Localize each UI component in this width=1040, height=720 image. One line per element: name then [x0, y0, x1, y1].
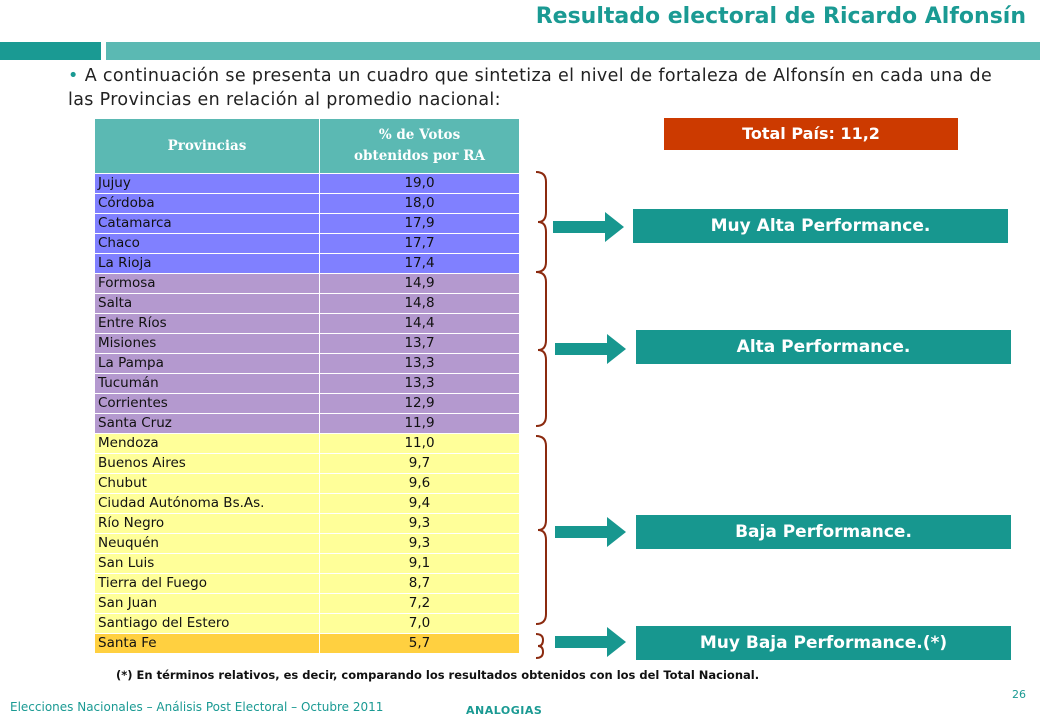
vote-percentage: 14,9: [319, 273, 520, 294]
arrow-alta: [555, 334, 626, 364]
total-country-badge: Total País: 11,2: [664, 118, 958, 150]
table-row: Santa Fe 5,7: [94, 633, 520, 654]
table-row: Catamarca 17,9: [94, 213, 520, 234]
table-row: Neuquén 9,3: [94, 533, 520, 554]
page-title: Resultado electoral de Ricardo Alfonsín: [535, 4, 1026, 29]
intro-text: A continuación se presenta un cuadro que…: [68, 66, 993, 110]
vote-percentage: 8,7: [319, 573, 520, 594]
vote-percentage: 7,0: [319, 613, 520, 634]
brace-alta: [535, 271, 547, 427]
vote-percentage: 14,8: [319, 293, 520, 314]
arrow-muy-baja: [555, 627, 626, 657]
vote-percentage: 17,7: [319, 233, 520, 254]
vote-percentage: 5,7: [319, 633, 520, 654]
province-name: Buenos Aires: [94, 453, 320, 474]
provinces-table: Provincias % de Votos obtenidos por RA Ju…: [94, 118, 520, 654]
vote-percentage: 18,0: [319, 193, 520, 214]
table-row: Salta 14,8: [94, 293, 520, 314]
label-muy-baja-performance: Muy Baja Performance.(*): [636, 626, 1011, 660]
column-header-votes-line2: obtenidos por RA: [354, 148, 485, 164]
province-name: Misiones: [94, 333, 320, 354]
vote-percentage: 9,7: [319, 453, 520, 474]
table-row: Entre Ríos 14,4: [94, 313, 520, 334]
province-name: Santa Cruz: [94, 413, 320, 434]
province-name: San Juan: [94, 593, 320, 614]
vote-percentage: 19,0: [319, 173, 520, 194]
province-name: Tierra del Fuego: [94, 573, 320, 594]
footer-text: Elecciones Nacionales – Análisis Post El…: [10, 700, 384, 714]
province-name: Jujuy: [94, 173, 320, 194]
label-alta-performance: Alta Performance.: [636, 330, 1011, 364]
table-row: Santa Cruz 11,9: [94, 413, 520, 434]
header-bar-right: [106, 42, 1040, 60]
footer-brand-logo: ANALOGIAS: [466, 704, 543, 717]
table-row: Tierra del Fuego 8,7: [94, 573, 520, 594]
province-name: Catamarca: [94, 213, 320, 234]
table-row: Mendoza 11,0: [94, 433, 520, 454]
province-name: Chubut: [94, 473, 320, 494]
column-header-votes-line1: % de Votos: [378, 127, 461, 143]
label-muy-alta-performance: Muy Alta Performance.: [633, 209, 1008, 243]
arrow-muy-alta: [553, 212, 624, 242]
footnote: (*) En términos relativos, es decir, com…: [116, 668, 760, 682]
label-baja-performance: Baja Performance.: [636, 515, 1011, 549]
table-row: Tucumán 13,3: [94, 373, 520, 394]
table-row: Jujuy 19,0: [94, 173, 520, 194]
province-name: Entre Ríos: [94, 313, 320, 334]
table-row: Chubut 9,6: [94, 473, 520, 494]
vote-percentage: 17,4: [319, 253, 520, 274]
vote-percentage: 13,7: [319, 333, 520, 354]
vote-percentage: 9,3: [319, 533, 520, 554]
province-name: Corrientes: [94, 393, 320, 414]
arrow-baja: [555, 517, 626, 547]
intro-paragraph: • A continuación se presenta un cuadro qu…: [68, 64, 998, 112]
header-bar-left: [0, 42, 101, 60]
province-name: Ciudad Autónoma Bs.As.: [94, 493, 320, 514]
table-row: Ciudad Autónoma Bs.As. 9,4: [94, 493, 520, 514]
page-number: 26: [1012, 688, 1026, 701]
vote-percentage: 9,1: [319, 553, 520, 574]
province-name: La Rioja: [94, 253, 320, 274]
vote-percentage: 9,4: [319, 493, 520, 514]
table-row: Santiago del Estero 7,0: [94, 613, 520, 634]
table-row: Formosa 14,9: [94, 273, 520, 294]
table-row: La Rioja 17,4: [94, 253, 520, 274]
vote-percentage: 11,0: [319, 433, 520, 454]
table-row: Buenos Aires 9,7: [94, 453, 520, 474]
brace-muy-alta: [535, 171, 547, 273]
brace-baja: [535, 435, 547, 625]
province-name: Río Negro: [94, 513, 320, 534]
brace-muy-baja: [535, 633, 545, 659]
table-row: Misiones 13,7: [94, 333, 520, 354]
province-name: Tucumán: [94, 373, 320, 394]
province-name: Neuquén: [94, 533, 320, 554]
province-name: Santa Fe: [94, 633, 320, 654]
bullet-icon: •: [68, 66, 79, 86]
vote-percentage: 14,4: [319, 313, 520, 334]
